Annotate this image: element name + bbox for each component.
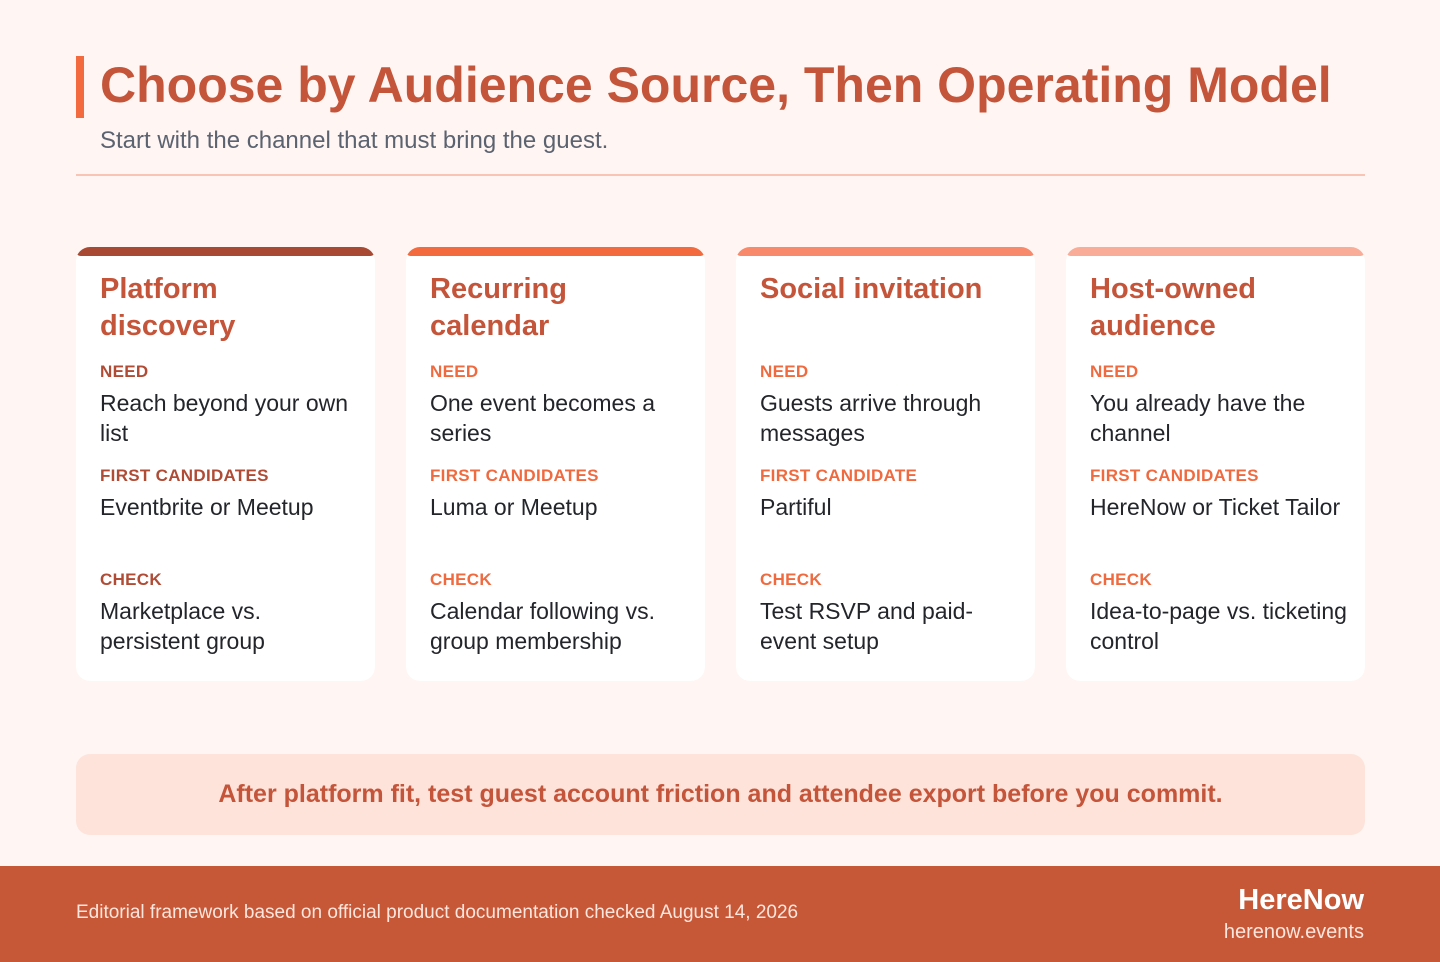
callout-banner: After platform fit, test guest account f… [76,754,1365,835]
page-title: Choose by Audience Source, Then Operatin… [100,57,1332,113]
card-title: Platform discovery [100,273,236,342]
footer: Editorial framework based on official pr… [0,866,1440,962]
check-label: CHECK [100,570,162,589]
card-accent-bar [406,247,705,256]
brand-logo: HereNow [1238,884,1364,916]
check-text: Calendar following vs. group membership [430,598,656,654]
check-text: Idea-to-page vs. ticketing control [1090,598,1347,654]
candidates-label: FIRST CANDIDATES [1090,466,1259,485]
candidates-text: Partiful [760,494,832,520]
card-accent-bar [1066,247,1365,256]
need-text: You already have the channel [1090,390,1306,446]
need-text: Guests arrive through messages [760,390,982,446]
callout-text: After platform fit, test guest account f… [218,780,1223,808]
candidates-label: FIRST CANDIDATES [430,466,599,485]
need-label: NEED [100,362,149,381]
brand-url: herenow.events [1223,921,1364,943]
candidates-text: HereNow or Ticket Tailor [1090,494,1341,520]
card-title: Social invitation [760,273,983,305]
card-title: Host-owned audience [1090,273,1256,342]
candidates-text: Luma or Meetup [430,494,598,520]
check-text: Test RSVP and paid-event setup [760,598,974,654]
check-label: CHECK [430,570,492,589]
check-text: Marketplace vs. persistent group [100,598,265,654]
header-divider [76,174,1365,176]
card-recurring-calendar: Recurring calendar NEED One event become… [406,247,705,681]
need-label: NEED [1090,362,1139,381]
check-label: CHECK [760,570,822,589]
candidates-label: FIRST CANDIDATE [760,466,918,485]
candidates-text: Eventbrite or Meetup [100,494,314,520]
need-label: NEED [760,362,809,381]
footer-note: Editorial framework based on official pr… [76,902,799,923]
page-subtitle: Start with the channel that must bring t… [100,127,609,154]
need-label: NEED [430,362,479,381]
need-text: Reach beyond your own list [100,390,349,446]
candidates-label: FIRST CANDIDATES [100,466,269,485]
card-social-invitation: Social invitation NEED Guests arrive thr… [736,247,1035,681]
card-accent-bar [76,247,375,256]
card-host-owned-audience: Host-owned audience NEED You already hav… [1066,247,1365,681]
check-label: CHECK [1090,570,1152,589]
card-title: Recurring calendar [430,273,567,342]
card-platform-discovery: Platform discovery NEED Reach beyond you… [76,247,375,681]
need-text: One event becomes a series [430,390,656,446]
title-accent-bar [76,56,84,118]
card-accent-bar [736,247,1035,256]
